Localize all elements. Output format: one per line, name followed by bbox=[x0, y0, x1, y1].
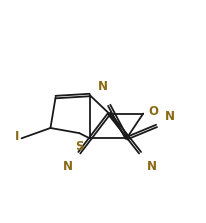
Text: N: N bbox=[63, 160, 73, 173]
Text: I: I bbox=[15, 130, 20, 143]
Text: N: N bbox=[146, 160, 156, 173]
Text: O: O bbox=[148, 105, 158, 118]
Text: N: N bbox=[165, 110, 175, 123]
Text: N: N bbox=[98, 80, 108, 93]
Text: S: S bbox=[75, 140, 84, 153]
